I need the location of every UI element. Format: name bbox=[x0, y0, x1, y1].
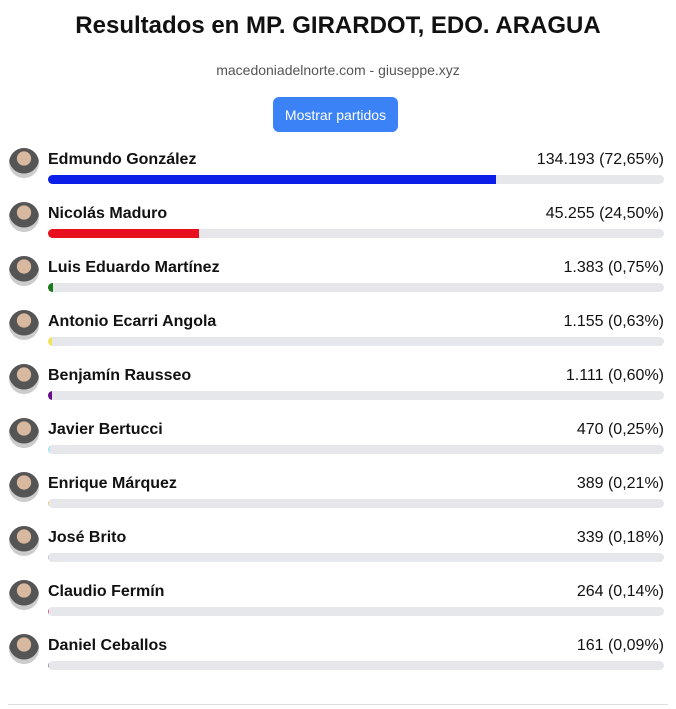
candidate-avatar bbox=[9, 580, 39, 610]
bar-track bbox=[48, 283, 664, 292]
candidate-name: Daniel Ceballos bbox=[48, 637, 168, 654]
bar-track bbox=[48, 337, 664, 346]
candidate-votes: 470 (0,25%) bbox=[576, 421, 664, 438]
candidate-row: Daniel Ceballos 161 (0,09%) bbox=[0, 634, 676, 691]
candidate-name: José Brito bbox=[48, 529, 127, 546]
candidate-avatar bbox=[9, 364, 39, 394]
candidate-avatar bbox=[9, 310, 39, 340]
candidate-avatar bbox=[9, 256, 39, 286]
vote-bar bbox=[48, 391, 52, 400]
candidate-avatar bbox=[9, 202, 39, 232]
candidate-name: Edmundo González bbox=[48, 151, 197, 168]
candidate-votes: 339 (0,18%) bbox=[576, 529, 664, 546]
bar-track bbox=[48, 229, 664, 238]
candidate-votes: 1.155 (0,63%) bbox=[563, 313, 664, 330]
candidate-row: Edmundo González 134.193 (72,65%) bbox=[0, 148, 676, 205]
vote-bar bbox=[48, 445, 50, 454]
bar-track bbox=[48, 499, 664, 508]
bar-track bbox=[48, 661, 664, 670]
candidate-votes: 264 (0,14%) bbox=[576, 583, 664, 600]
show-parties-button[interactable]: Mostrar partidos bbox=[273, 97, 398, 132]
candidate-avatar bbox=[9, 148, 39, 178]
bar-track bbox=[48, 553, 664, 562]
candidate-row: Nicolás Maduro 45.255 (24,50%) bbox=[0, 202, 676, 259]
candidate-name: Antonio Ecarri Angola bbox=[48, 313, 217, 330]
divider bbox=[8, 704, 668, 705]
bar-track bbox=[48, 391, 664, 400]
title: Resultados en MP. GIRARDOT, EDO. ARAGUA bbox=[75, 12, 601, 39]
bar-track bbox=[48, 607, 664, 616]
candidate-row: Luis Eduardo Martínez 1.383 (0,75%) bbox=[0, 256, 676, 313]
vote-bar bbox=[48, 229, 199, 238]
candidate-name: Nicolás Maduro bbox=[48, 205, 168, 222]
vote-bar bbox=[48, 283, 53, 292]
candidate-row: Javier Bertucci 470 (0,25%) bbox=[0, 418, 676, 475]
candidate-name: Javier Bertucci bbox=[48, 421, 163, 438]
candidate-name: Enrique Márquez bbox=[48, 475, 177, 492]
vote-bar bbox=[48, 175, 496, 184]
candidate-votes: 389 (0,21%) bbox=[576, 475, 664, 492]
subtitle: macedoniadelnorte.com - giuseppe.xyz bbox=[216, 62, 460, 78]
candidate-row: Claudio Fermín 264 (0,14%) bbox=[0, 580, 676, 637]
bar-track bbox=[48, 175, 664, 184]
candidate-votes: 1.111 (0,60%) bbox=[565, 367, 664, 384]
candidate-row: Enrique Márquez 389 (0,21%) bbox=[0, 472, 676, 529]
candidate-votes: 1.383 (0,75%) bbox=[563, 259, 664, 276]
candidate-name: Claudio Fermín bbox=[48, 583, 165, 600]
candidate-avatar bbox=[9, 472, 39, 502]
candidate-name: Benjamín Rausseo bbox=[48, 367, 192, 384]
candidate-row: Benjamín Rausseo 1.111 (0,60%) bbox=[0, 364, 676, 421]
candidate-row: José Brito 339 (0,18%) bbox=[0, 526, 676, 583]
candidate-name: Luis Eduardo Martínez bbox=[48, 259, 220, 276]
candidate-row: Antonio Ecarri Angola 1.155 (0,63%) bbox=[0, 310, 676, 367]
vote-bar bbox=[48, 661, 49, 670]
vote-bar bbox=[48, 499, 50, 508]
candidate-votes: 45.255 (24,50%) bbox=[545, 205, 664, 222]
vote-bar bbox=[48, 337, 52, 346]
bar-track bbox=[48, 445, 664, 454]
candidate-votes: 161 (0,09%) bbox=[576, 637, 664, 654]
candidate-avatar bbox=[9, 526, 39, 556]
vote-bar bbox=[48, 607, 49, 616]
candidate-avatar bbox=[9, 418, 39, 448]
candidate-avatar bbox=[9, 634, 39, 664]
candidate-votes: 134.193 (72,65%) bbox=[536, 151, 664, 168]
vote-bar bbox=[48, 553, 50, 562]
